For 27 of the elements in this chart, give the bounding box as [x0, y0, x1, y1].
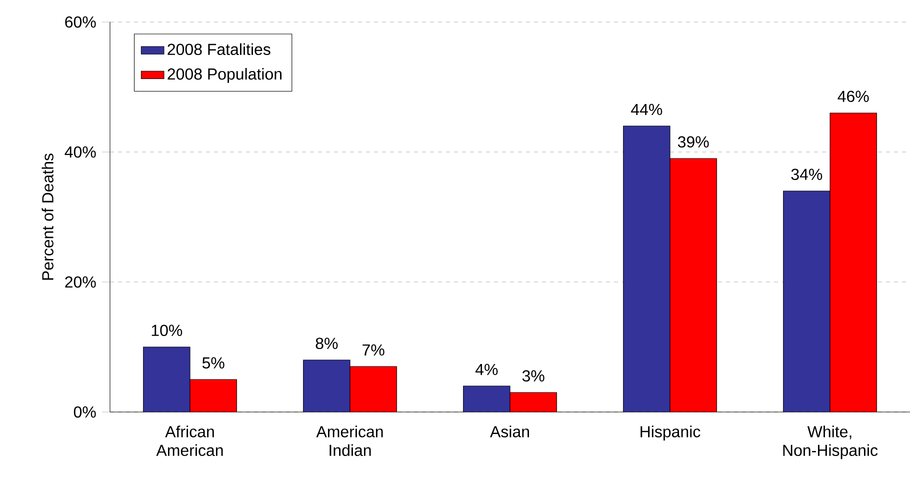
- y-tick-label: 0%: [74, 406, 96, 418]
- y-tick-label: 40%: [64, 146, 96, 158]
- y-tick-label: 60%: [65, 16, 96, 28]
- x-tick-label: Asian: [490, 426, 529, 438]
- data-label: 4%: [475, 364, 498, 376]
- legend-label: 2008 Population: [168, 68, 282, 83]
- data-label: 5%: [202, 357, 224, 369]
- data-label: 8%: [316, 338, 338, 350]
- y-tick-label: 20%: [65, 276, 96, 288]
- data-label: 7%: [362, 344, 384, 356]
- bar: [783, 190, 830, 412]
- x-tick-label: American Indian: [316, 426, 383, 456]
- bar: [623, 126, 670, 412]
- x-tick-label: Hispanic: [640, 426, 700, 441]
- legend-label: 2008 Fatalities: [168, 43, 270, 56]
- bar: [143, 347, 190, 412]
- x-tick-label: African American: [156, 426, 223, 456]
- data-label: 34%: [791, 168, 822, 180]
- data-label: 46%: [838, 90, 869, 102]
- data-label: 10%: [152, 324, 182, 336]
- data-label: 39%: [678, 136, 709, 148]
- x-tick-label: White, Non-Hispanic: [783, 426, 878, 460]
- data-label: 44%: [631, 104, 662, 116]
- bar: [463, 386, 510, 412]
- y-axis-title: Percent of Deaths: [42, 154, 54, 280]
- bar: [303, 360, 350, 412]
- data-label: 3%: [522, 370, 544, 382]
